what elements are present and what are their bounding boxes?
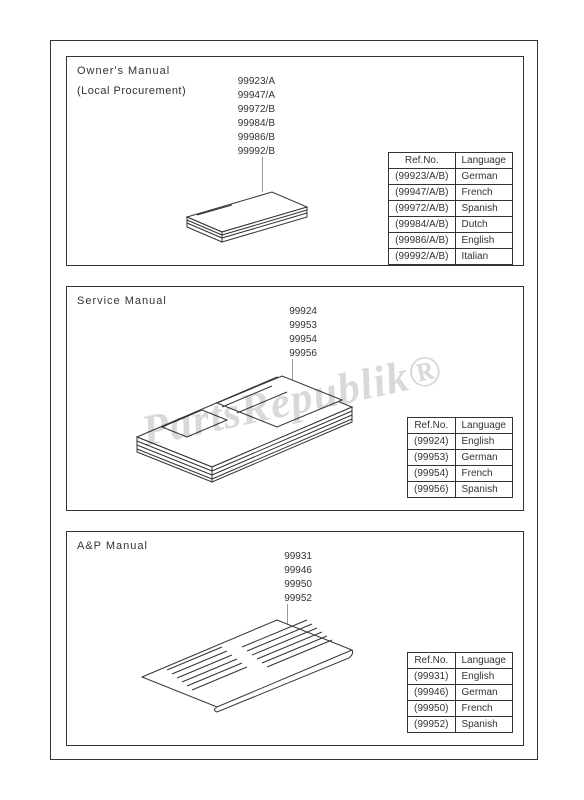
cell-lang: Dutch — [455, 217, 513, 233]
cell-ref: (99984/A/B) — [389, 217, 455, 233]
cell-ref: (99924) — [408, 434, 455, 450]
section-service-manual: Service Manual 99924 99953 99954 99956 — [66, 286, 524, 511]
owners-refs: 99923/A 99947/A 99972/B 99984/B 99986/B … — [215, 75, 275, 159]
table-row: (99956)Spanish — [408, 482, 513, 498]
cell-ref: (99986/A/B) — [389, 233, 455, 249]
table-row: (99954)French — [408, 466, 513, 482]
section-owners-manual: Owner's Manual (Local Procurement) 99923… — [66, 56, 524, 266]
col-refno: Ref.No. — [408, 418, 455, 434]
service-refs: 99924 99953 99954 99956 — [267, 305, 317, 361]
cell-lang: German — [455, 169, 513, 185]
section-ap-manual: A&P Manual 99931 99946 99950 99952 — [66, 531, 524, 746]
table-row: (99923/A/B)German — [389, 169, 513, 185]
owners-book-icon — [177, 182, 317, 252]
cell-ref: (99947/A/B) — [389, 185, 455, 201]
ref-value: 99986/B — [215, 131, 275, 145]
cell-lang: French — [455, 466, 513, 482]
ap-refs: 99931 99946 99950 99952 — [262, 550, 312, 606]
ref-value: 99953 — [267, 319, 317, 333]
outer-frame: Owner's Manual (Local Procurement) 99923… — [50, 40, 538, 760]
table-row: (99950)French — [408, 701, 513, 717]
service-book-icon — [122, 367, 362, 497]
cell-lang: French — [455, 701, 513, 717]
ref-value: 99923/A — [215, 75, 275, 89]
cell-lang: English — [455, 434, 513, 450]
table-header-row: Ref.No. Language — [389, 153, 513, 169]
table-row: (99992/A/B)Italian — [389, 249, 513, 265]
owners-ref-table: Ref.No. Language (99923/A/B)German (9994… — [388, 152, 513, 265]
cell-ref: (99931) — [408, 669, 455, 685]
table-header-row: Ref.No. Language — [408, 418, 513, 434]
cell-lang: French — [455, 185, 513, 201]
cell-ref: (99950) — [408, 701, 455, 717]
col-refno: Ref.No. — [408, 653, 455, 669]
owners-subtitle: (Local Procurement) — [77, 85, 186, 97]
table-row: (99986/A/B)English — [389, 233, 513, 249]
table-row: (99931)English — [408, 669, 513, 685]
table-row: (99924)English — [408, 434, 513, 450]
cell-ref: (99954) — [408, 466, 455, 482]
cell-lang: Spanish — [455, 201, 513, 217]
table-row: (99953)German — [408, 450, 513, 466]
ap-ref-table: Ref.No. Language (99931)English (99946)G… — [407, 652, 513, 733]
ref-value: 99946 — [262, 564, 312, 578]
table-row: (99984/A/B)Dutch — [389, 217, 513, 233]
table-header-row: Ref.No. Language — [408, 653, 513, 669]
ref-value: 99950 — [262, 578, 312, 592]
service-title: Service Manual — [77, 295, 167, 307]
cell-ref: (99952) — [408, 717, 455, 733]
cell-ref: (99956) — [408, 482, 455, 498]
ref-value: 99947/A — [215, 89, 275, 103]
table-row: (99952)Spanish — [408, 717, 513, 733]
ref-value: 99924 — [267, 305, 317, 319]
table-row: (99946)German — [408, 685, 513, 701]
ap-sheet-icon — [127, 612, 357, 732]
cell-lang: German — [455, 450, 513, 466]
cell-lang: English — [455, 669, 513, 685]
ref-value: 99984/B — [215, 117, 275, 131]
table-row: (99947/A/B)French — [389, 185, 513, 201]
owners-title: Owner's Manual — [77, 65, 170, 77]
col-language: Language — [455, 418, 513, 434]
cell-lang: English — [455, 233, 513, 249]
cell-ref: (99953) — [408, 450, 455, 466]
cell-ref: (99972/A/B) — [389, 201, 455, 217]
cell-ref: (99946) — [408, 685, 455, 701]
cell-ref: (99923/A/B) — [389, 169, 455, 185]
col-refno: Ref.No. — [389, 153, 455, 169]
ref-value: 99931 — [262, 550, 312, 564]
cell-lang: Italian — [455, 249, 513, 265]
ap-title: A&P Manual — [77, 540, 148, 552]
col-language: Language — [455, 153, 513, 169]
cell-lang: German — [455, 685, 513, 701]
service-ref-table: Ref.No. Language (99924)English (99953)G… — [407, 417, 513, 498]
cell-ref: (99992/A/B) — [389, 249, 455, 265]
ref-value: 99954 — [267, 333, 317, 347]
ref-value: 99972/B — [215, 103, 275, 117]
cell-lang: Spanish — [455, 482, 513, 498]
col-language: Language — [455, 653, 513, 669]
table-row: (99972/A/B)Spanish — [389, 201, 513, 217]
cell-lang: Spanish — [455, 717, 513, 733]
